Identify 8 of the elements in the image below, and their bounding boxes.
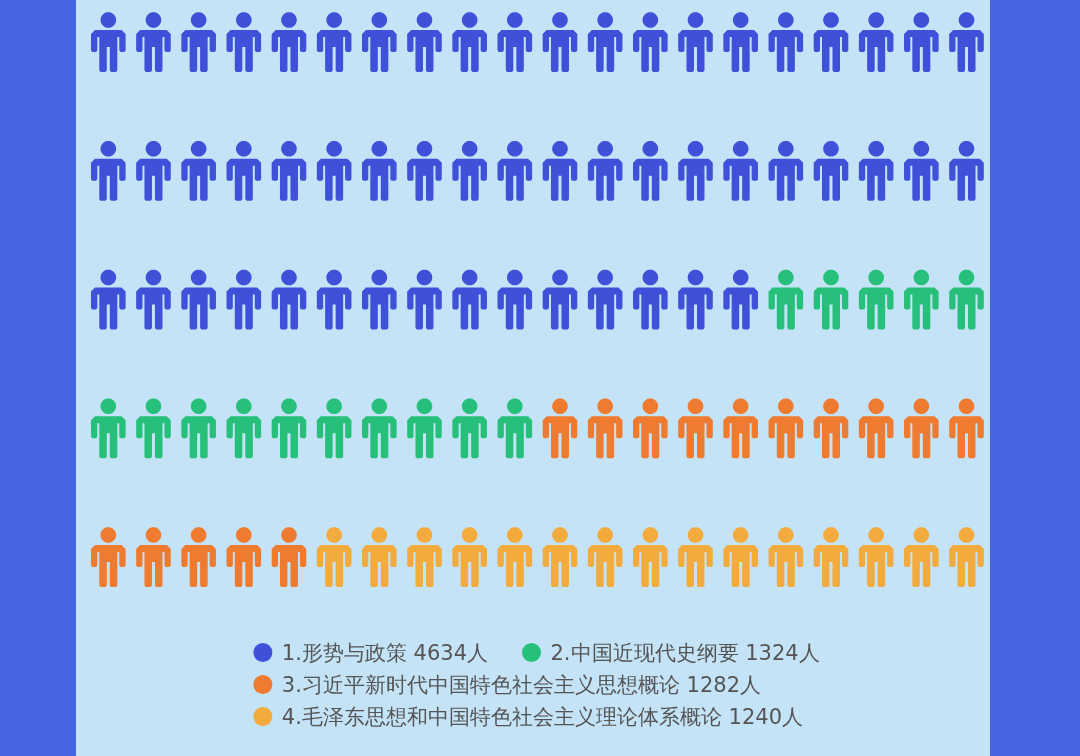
data-label: 1240人 [728,704,804,729]
category-label: 4.毛泽东思想和中国特色社会主义理论体系概论 [281,704,722,729]
data-label: 4634人 [413,640,489,665]
data-label: 1282人 [686,672,762,697]
category-label: 2.中国近现代史纲要 [550,640,739,665]
category-label: 3.习近平新时代中国特色社会主义思想概论 [281,672,680,697]
category-label: 1.形势与政策 [281,640,407,665]
data-label: 1324人 [745,640,820,665]
